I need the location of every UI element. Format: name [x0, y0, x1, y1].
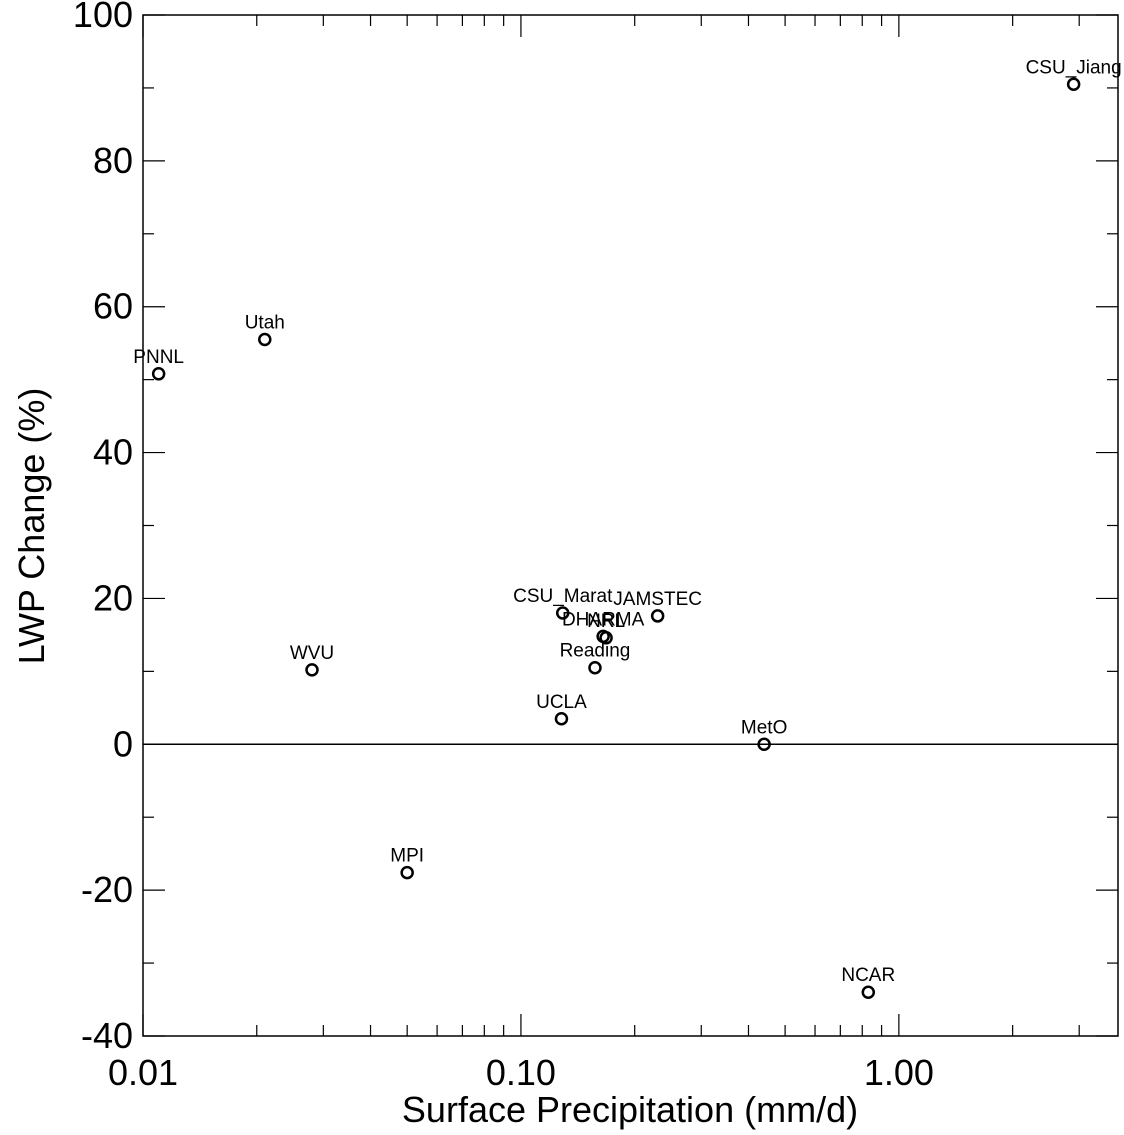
y-tick-label: -40	[81, 1015, 133, 1056]
point-label: DHARMA	[562, 609, 645, 630]
data-point	[555, 606, 570, 620]
y-tick-label: 40	[93, 432, 133, 473]
point-label: NRL	[587, 611, 625, 632]
x-axis-title: Surface Precipitation (mm/d)	[402, 1089, 858, 1130]
point-label: Reading	[560, 641, 631, 662]
data-point	[861, 985, 876, 999]
data-points	[151, 77, 1081, 999]
point-label: CSU_Marat	[513, 586, 613, 607]
data-point	[650, 609, 665, 623]
data-point	[588, 660, 602, 675]
point-label: NCAR	[841, 965, 895, 986]
plot-frame	[142, 14, 1119, 1037]
point-label: WVU	[290, 643, 334, 664]
point-label: PNNL	[133, 347, 184, 368]
y-tick-label: 20	[93, 577, 133, 618]
data-point	[305, 663, 319, 677]
x-tick-label: 1.00	[864, 1052, 934, 1093]
y-tick-label: 100	[73, 0, 133, 35]
y-axis-title: LWP Change (%)	[11, 388, 52, 665]
data-point	[400, 865, 414, 880]
x-tick-label: 0.01	[108, 1052, 178, 1093]
data-point	[258, 332, 272, 347]
x-tick-label: 0.10	[486, 1052, 556, 1093]
data-point	[1066, 77, 1081, 92]
data-point	[599, 631, 613, 645]
data-point	[554, 712, 569, 726]
y-tick-label: 60	[93, 286, 133, 327]
point-label: JAMSTEC	[613, 589, 702, 610]
point-label: MetO	[741, 717, 787, 738]
point-label: UCLA	[536, 692, 587, 713]
y-tick-label: -20	[81, 869, 133, 910]
y-tick-label: 80	[93, 140, 133, 181]
data-point	[151, 367, 166, 381]
y-tick-label: 0	[113, 723, 133, 764]
data-point	[757, 737, 771, 752]
point-label: Utah	[245, 313, 285, 334]
point-label: MPI	[390, 846, 424, 867]
point-label: CSU_Jiang	[1026, 57, 1122, 78]
axes: -40 -20 0 20 40 60 80 100 0.01 0.10 1.00	[73, 0, 1119, 1093]
